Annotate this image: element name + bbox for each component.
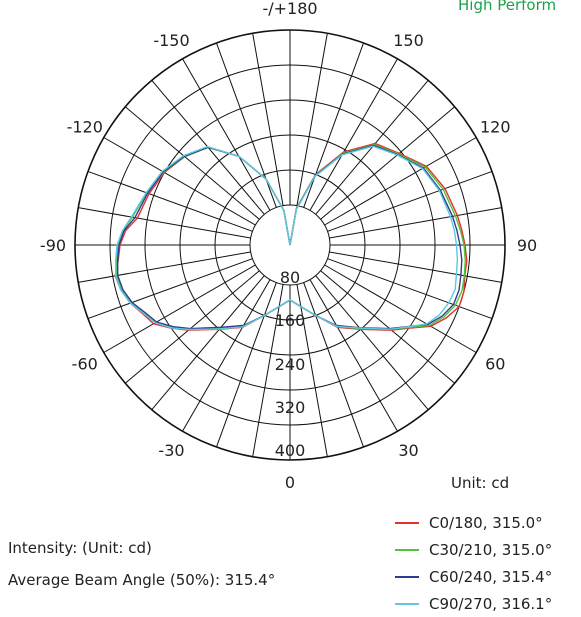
- grid-spoke: [215, 282, 277, 448]
- grid-spoke: [309, 279, 398, 432]
- grid-spoke: [252, 33, 284, 206]
- angle-label: 120: [480, 118, 511, 137]
- legend-swatch: [395, 602, 419, 605]
- legend: C0/180, 315.0° C30/210, 315.0° C60/240, 31…: [395, 509, 581, 617]
- grid-spoke: [124, 270, 260, 384]
- legend-swatch: [395, 521, 419, 524]
- grid-spoke: [103, 137, 256, 226]
- legend-label: C90/270, 316.1°: [429, 594, 553, 613]
- radius-tick-label: 80: [280, 268, 300, 287]
- legend-item: C60/240, 315.4°: [395, 563, 581, 590]
- angle-label: 90: [517, 236, 537, 255]
- grid-spoke: [324, 137, 477, 226]
- series-line-3: [115, 145, 459, 331]
- grid-spoke: [103, 264, 256, 353]
- grid-spoke: [296, 284, 328, 457]
- series-layer: [114, 142, 468, 331]
- angle-label: -60: [72, 355, 98, 374]
- grid-spoke: [320, 106, 456, 220]
- angle-label: -30: [158, 441, 184, 460]
- grid-spoke: [309, 58, 398, 211]
- grid-spoke: [87, 170, 253, 232]
- angle-label: -120: [67, 118, 103, 137]
- grid-spoke: [252, 284, 284, 457]
- grid-spoke: [78, 251, 251, 283]
- radius-tick-label: 400: [275, 441, 306, 460]
- unit-label: Unit: cd: [451, 474, 510, 492]
- grid-spoke: [182, 279, 271, 432]
- polar-grid: [74, 29, 506, 461]
- grid-spoke: [315, 275, 429, 411]
- grid-spoke: [87, 258, 253, 320]
- polar-chart: -/+180 -150 150 -120 120 -90 90 -60 60 -30 30 0 80 16…: [40, 0, 537, 492]
- angle-label: 30: [398, 441, 418, 460]
- angle-label: 60: [485, 355, 505, 374]
- grid-spoke: [303, 42, 365, 208]
- grid-spoke: [303, 282, 365, 448]
- angle-label: 0: [285, 473, 295, 492]
- grid-spoke: [320, 270, 456, 384]
- grid-spoke: [124, 106, 260, 220]
- legend-item: C30/210, 315.0°: [395, 536, 581, 563]
- grid-spoke: [151, 275, 265, 411]
- label-layer: -/+180 -150 150 -120 120 -90 90 -60 60 -30 30 0 80 16…: [40, 0, 537, 492]
- legend-swatch: [395, 548, 419, 551]
- grid-spoke: [182, 58, 271, 211]
- beam-angle-label: Average Beam Angle (50%): 315.4°: [8, 571, 276, 589]
- grid-spoke: [329, 207, 502, 239]
- header-label: High Perform: [458, 0, 557, 14]
- grid-spoke: [324, 264, 477, 353]
- grid-spoke: [296, 33, 328, 206]
- radius-tick-label: 160: [275, 311, 306, 330]
- angle-label: -90: [40, 236, 66, 255]
- legend-label: C30/210, 315.0°: [429, 540, 553, 559]
- angle-label: -150: [153, 31, 189, 50]
- intensity-label: Intensity: (Unit: cd): [8, 539, 152, 557]
- legend-label: C0/180, 315.0°: [429, 513, 543, 532]
- angle-label: 150: [393, 31, 424, 50]
- legend-swatch: [395, 575, 419, 578]
- legend-item: C90/270, 316.1°: [395, 590, 581, 617]
- grid-spoke: [329, 251, 502, 283]
- grid-spoke: [327, 170, 493, 232]
- legend-label: C60/240, 315.4°: [429, 567, 553, 586]
- radius-tick-label: 240: [275, 355, 306, 374]
- grid-spoke: [78, 207, 251, 239]
- radius-tick-label: 320: [275, 398, 306, 417]
- grid-spoke: [327, 258, 493, 320]
- grid-spoke: [315, 79, 429, 215]
- legend-item: C0/180, 315.0°: [395, 509, 581, 536]
- angle-label: -/+180: [262, 0, 317, 18]
